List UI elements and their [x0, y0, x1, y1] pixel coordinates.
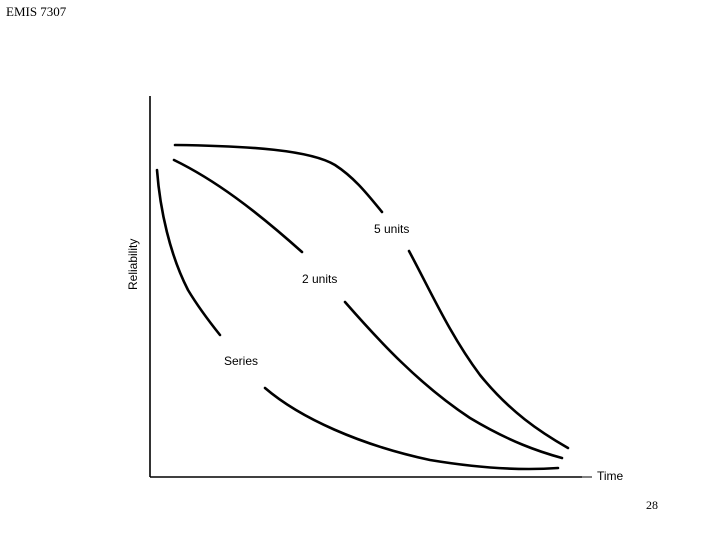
y-axis-label: Reliability [126, 239, 140, 290]
curve-5-units-lower [407, 249, 570, 450]
curve-5-units [173, 143, 384, 214]
curve-series [155, 168, 222, 337]
curve-series-lower [263, 386, 560, 471]
label-2-units: 2 units [302, 272, 337, 286]
x-axis-label: Time [597, 469, 624, 483]
label-series: Series [224, 354, 258, 368]
page-number: 28 [646, 498, 658, 512]
slide-header: EMIS 7307 [6, 4, 67, 19]
curve-2-units-lower [343, 300, 564, 460]
label-5-units: 5 units [374, 222, 409, 236]
curve-2-units [172, 158, 304, 254]
